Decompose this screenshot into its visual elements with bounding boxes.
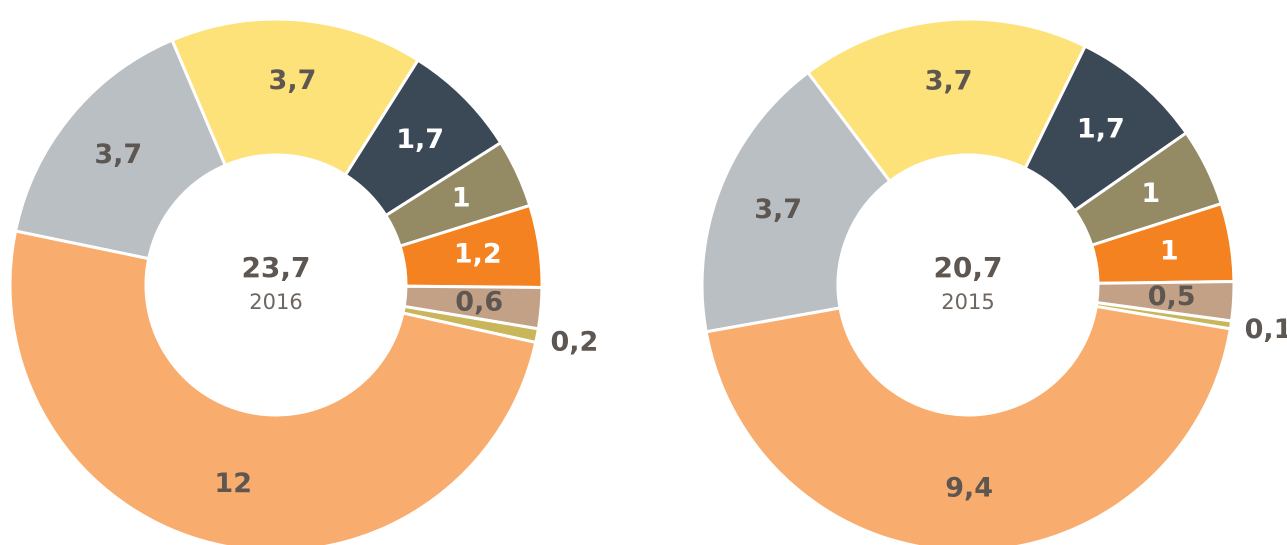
slice <box>704 304 1233 545</box>
value-label: 0,5 <box>1148 281 1196 312</box>
value-label: 1,7 <box>396 124 444 155</box>
value-label: 0,6 <box>455 286 503 317</box>
slice <box>8 229 538 545</box>
value-label: 0,1 <box>1245 314 1287 345</box>
slice <box>700 70 892 334</box>
value-label: 1,7 <box>1077 114 1125 145</box>
slice <box>805 17 1088 184</box>
value-label: 3,7 <box>925 65 973 96</box>
slice <box>170 17 421 178</box>
value-label: 1 <box>1160 236 1179 267</box>
value-label: 1 <box>452 183 471 214</box>
value-label: 12 <box>214 468 252 499</box>
center-label: 20,7 <box>933 251 1002 284</box>
slice <box>13 38 228 261</box>
value-label: 3,7 <box>754 194 802 225</box>
center-sublabel: 2016 <box>249 290 302 314</box>
center-label: 23,7 <box>241 251 310 284</box>
value-label: 9,4 <box>945 472 993 503</box>
value-label: 3,7 <box>269 65 317 96</box>
value-label: 1,2 <box>454 239 502 270</box>
value-label: 0,2 <box>551 326 599 357</box>
center-sublabel: 2015 <box>941 290 994 314</box>
value-label: 3,7 <box>94 139 142 170</box>
value-label: 1 <box>1141 178 1160 209</box>
